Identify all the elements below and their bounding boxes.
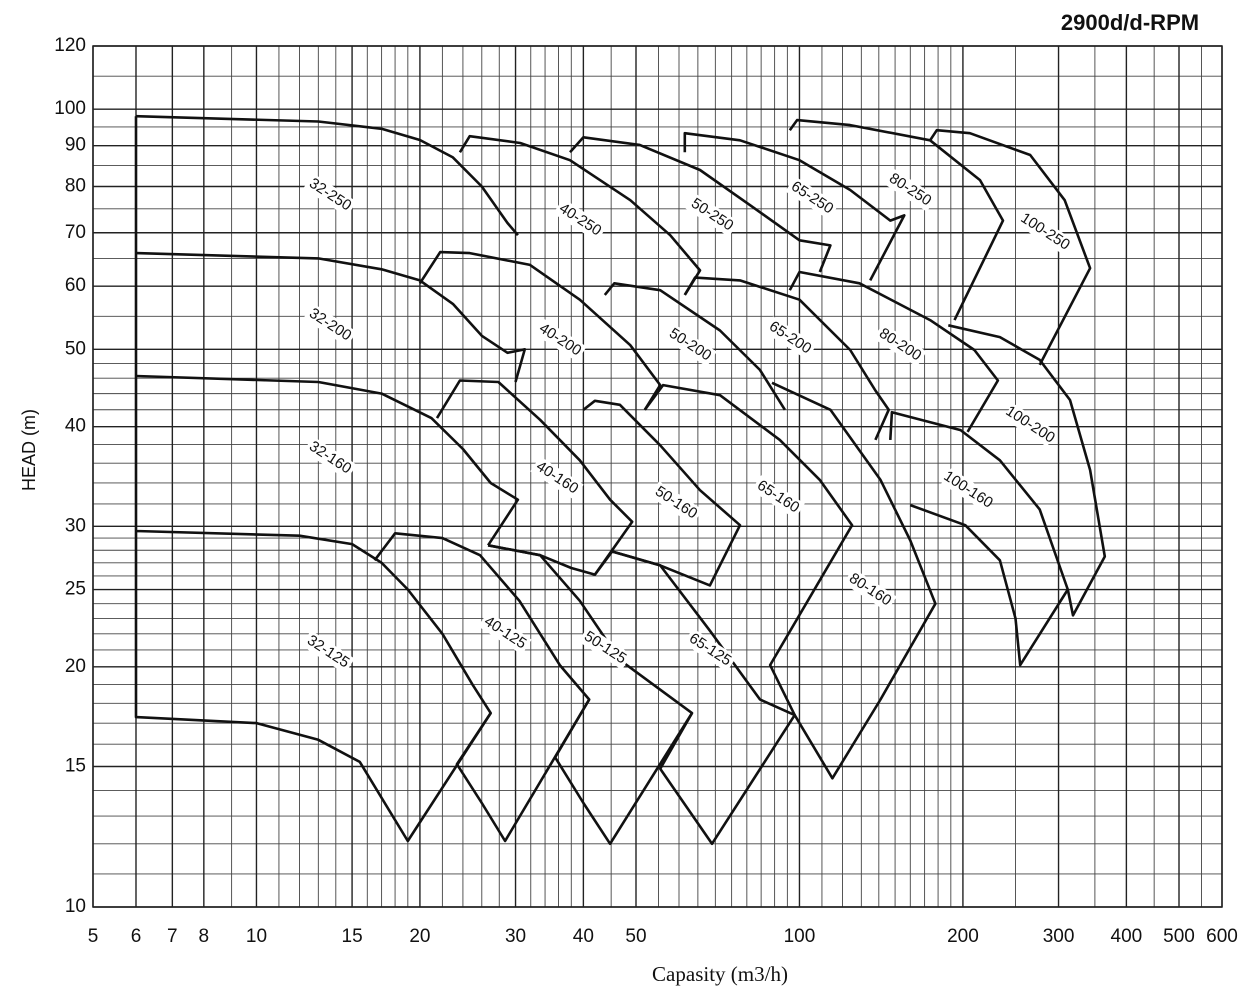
y-tick-label: 80 — [65, 176, 86, 197]
curve-label-bg — [303, 173, 357, 217]
x-tick-label: 500 — [1163, 926, 1195, 947]
pump-curve — [582, 399, 742, 587]
pump-curve — [435, 379, 634, 576]
curve-label-bg — [530, 456, 584, 500]
curve-label-bg — [303, 303, 357, 347]
curve-label-bg — [763, 316, 817, 360]
y-tick-label: 100 — [54, 98, 86, 119]
x-axis-title: Capasity (m3/h) — [652, 962, 788, 986]
x-tick-label: 400 — [1111, 926, 1143, 947]
curve-label-bg — [553, 198, 607, 242]
curve-label: 100-200 — [1003, 402, 1058, 446]
curve-label-bg — [649, 481, 703, 525]
y-tick-label: 90 — [65, 135, 86, 156]
y-tick-label: 25 — [65, 579, 86, 600]
pump-curve — [373, 532, 591, 843]
curve-label-bg — [941, 468, 995, 512]
x-tick-label: 300 — [1043, 926, 1075, 947]
pump-curve — [929, 128, 1092, 366]
curve-label-bg — [685, 193, 739, 237]
y-tick-label: 50 — [65, 338, 86, 359]
curve-label: 100-250 — [1018, 209, 1073, 253]
curve-label-bg — [303, 436, 357, 480]
y-tick-label: 40 — [65, 416, 86, 437]
pump-curve — [135, 374, 520, 547]
pump-curve — [889, 410, 1070, 667]
x-tick-label: 15 — [342, 926, 363, 947]
x-tick-label: 30 — [505, 926, 526, 947]
pump-curve — [418, 250, 662, 411]
y-tick-label: 30 — [65, 515, 86, 536]
pump-curve — [134, 116, 492, 843]
x-tick-label: 600 — [1206, 926, 1238, 947]
curve-label-bg — [1018, 210, 1072, 254]
pump-curve — [948, 324, 1107, 617]
y-tick-label: 120 — [54, 35, 86, 56]
curve-label-bg — [883, 168, 937, 212]
pump-curve — [569, 136, 832, 273]
pump-curve — [683, 131, 906, 282]
y-tick-label: 10 — [65, 896, 86, 917]
y-tick-label: 15 — [65, 756, 86, 777]
curve-label-bg — [873, 323, 927, 367]
curve-label-bg — [843, 568, 897, 612]
y-tick-label: 70 — [65, 222, 86, 243]
x-tick-label: 50 — [625, 926, 646, 947]
x-tick-label: 7 — [167, 926, 178, 947]
curve-label-bg — [533, 318, 587, 362]
curve-label: 100-160 — [941, 467, 996, 511]
pump-curve — [603, 282, 787, 411]
pump-curve — [788, 270, 1000, 433]
pump-curve — [593, 550, 796, 846]
x-tick-label: 200 — [947, 926, 979, 947]
x-tick-label: 10 — [246, 926, 267, 947]
curve-label-bg — [751, 475, 805, 519]
curve-label-bg — [1003, 403, 1057, 447]
curve-label-bg — [578, 626, 632, 670]
curve-label-bg — [301, 630, 355, 674]
curve-label-bg — [478, 611, 532, 655]
pump-curve — [135, 251, 527, 383]
curve-label-bg — [663, 323, 717, 367]
x-tick-label: 5 — [88, 926, 99, 947]
plot-frame — [92, 45, 1223, 908]
curve-label-bg — [683, 628, 737, 672]
y-axis-title: HEAD (m) — [19, 409, 39, 491]
pump-curve — [683, 276, 890, 441]
x-tick-label: 20 — [409, 926, 430, 947]
pump-curve — [771, 381, 937, 780]
chart-title: 2900d/d-RPM — [1061, 10, 1199, 35]
x-tick-label: 40 — [573, 926, 594, 947]
y-tick-label: 60 — [65, 275, 86, 296]
pump-curve — [135, 114, 519, 237]
x-tick-label: 6 — [131, 926, 142, 947]
y-tick-label: 20 — [65, 656, 86, 677]
pump-curve — [458, 134, 702, 296]
curve-label-bg — [785, 176, 839, 220]
x-tick-label: 100 — [784, 926, 816, 947]
x-tick-label: 8 — [199, 926, 210, 947]
pump-curve — [643, 383, 854, 716]
